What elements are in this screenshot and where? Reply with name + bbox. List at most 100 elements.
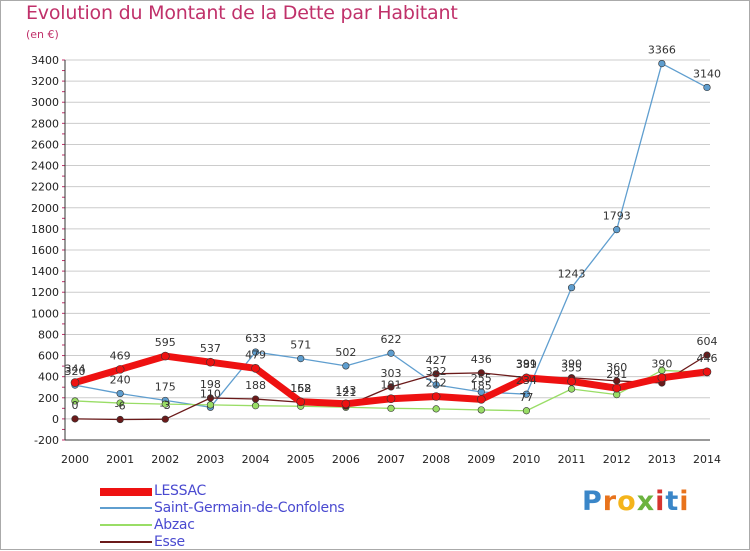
data-point-abzac[interactable] (432, 405, 440, 413)
data-label: 446 (697, 352, 718, 365)
x-tick-label: 2012 (603, 453, 631, 466)
data-point-esse[interactable] (251, 395, 260, 403)
data-label: 3366 (648, 44, 676, 57)
data-point-lessac[interactable] (251, 364, 260, 373)
data-point-abzac[interactable] (161, 400, 169, 408)
data-point-lessac[interactable] (160, 351, 170, 361)
data-label: 322 (426, 365, 447, 378)
data-point-abzac[interactable] (71, 397, 79, 405)
data-point-abzac[interactable] (116, 399, 124, 407)
data-label: 191 (381, 379, 402, 392)
data-point-saint-germain-de-confolens[interactable] (567, 284, 576, 292)
data-point-saint-germain-de-confolens[interactable] (613, 226, 621, 234)
y-tick-label: 400 (38, 371, 59, 384)
data-point-lessac[interactable] (296, 397, 306, 407)
data-point-esse[interactable] (71, 415, 79, 423)
data-label: 3140 (693, 67, 721, 80)
data-point-saint-germain-de-confolens[interactable] (251, 348, 260, 356)
data-label: 537 (200, 342, 221, 355)
data-point-lessac[interactable] (386, 394, 396, 404)
y-tick-label: -200 (34, 434, 59, 447)
data-label: 390 (561, 358, 582, 371)
chart-subtitle: (en €) (26, 28, 59, 41)
data-label: 291 (606, 368, 627, 381)
data-label: 162 (290, 382, 311, 395)
data-point-saint-germain-de-confolens[interactable] (432, 381, 440, 389)
data-point-abzac[interactable] (477, 406, 485, 414)
data-point-saint-germain-de-confolens[interactable] (297, 355, 305, 363)
data-label: 185 (471, 379, 492, 392)
x-tick-label: 2014 (693, 453, 721, 466)
data-point-lessac[interactable] (567, 377, 576, 386)
data-point-saint-germain-de-confolens[interactable] (387, 349, 395, 357)
data-point-saint-germain-de-confolens[interactable] (522, 390, 531, 398)
x-tick-label: 2013 (648, 453, 676, 466)
legend-swatch-abzac (100, 524, 152, 526)
x-tick-label: 2006 (332, 453, 360, 466)
y-tick-label: 1600 (31, 244, 59, 257)
logo-letter: i (679, 486, 690, 517)
data-point-abzac[interactable] (251, 402, 260, 410)
y-tick-label: 600 (38, 350, 59, 363)
data-point-lessac[interactable] (206, 357, 215, 367)
data-point-saint-germain-de-confolens[interactable] (342, 362, 350, 370)
data-point-abzac[interactable] (567, 385, 576, 393)
data-point-lessac[interactable] (115, 365, 125, 374)
data-point-lessac[interactable] (341, 399, 351, 409)
data-point-lessac[interactable] (431, 392, 441, 401)
data-point-esse[interactable] (161, 415, 169, 423)
data-label: 436 (471, 353, 492, 366)
y-tick-label: 2400 (31, 160, 59, 173)
data-point-lessac[interactable] (657, 373, 667, 383)
legend-swatch-lessac (100, 488, 152, 496)
data-point-lessac[interactable] (476, 395, 486, 404)
x-tick-label: 2003 (196, 453, 224, 466)
logo-letter: o (617, 486, 637, 517)
data-point-esse[interactable] (206, 394, 215, 402)
data-label: -3 (160, 399, 171, 412)
data-point-lessac[interactable] (612, 383, 622, 393)
data-point-esse[interactable] (477, 369, 485, 377)
series-lines (70, 59, 712, 424)
data-label: 158 (290, 382, 311, 395)
data-point-esse[interactable] (703, 351, 711, 359)
y-tick-label: 800 (38, 328, 59, 341)
data-label: -6 (115, 400, 126, 413)
proxiti-logo: Proxiti (582, 486, 690, 517)
y-tick-label: 0 (52, 413, 59, 426)
y-tick-label: 2000 (31, 202, 59, 215)
data-point-abzac[interactable] (206, 401, 215, 409)
legend-label-esse: Esse (154, 534, 185, 550)
data-point-saint-germain-de-confolens[interactable] (116, 389, 124, 398)
logo-letter: x (636, 486, 656, 517)
data-label: 355 (561, 361, 582, 374)
data-label: 0 (72, 399, 79, 412)
data-point-lessac[interactable] (522, 373, 531, 383)
x-tick-label: 2008 (422, 453, 450, 466)
y-tick-label: 1800 (31, 223, 59, 236)
data-point-lessac[interactable] (70, 378, 80, 387)
legend-label-abzac: Abzac (154, 517, 195, 533)
y-tick-label: 2800 (31, 117, 59, 130)
data-point-saint-germain-de-confolens[interactable] (658, 59, 666, 68)
data-point-lessac[interactable] (702, 367, 712, 377)
data-point-esse[interactable] (432, 370, 440, 378)
data-point-esse[interactable] (116, 415, 124, 424)
data-label: 143 (335, 384, 356, 397)
y-tick-label: 2600 (31, 138, 59, 151)
data-label: 360 (606, 361, 627, 374)
x-tick-label: 2002 (151, 453, 179, 466)
y-tick-label: 200 (38, 392, 59, 405)
data-point-saint-germain-de-confolens[interactable] (703, 83, 711, 92)
legend-swatch-esse (100, 541, 152, 543)
data-label: 622 (381, 333, 402, 346)
axes: -200 0 200 400 600 800 1000 1200 1400 1600 1800 200… (31, 54, 721, 466)
data-point-esse[interactable] (387, 383, 395, 391)
legend-swatch-saint-germain (100, 507, 152, 509)
data-point-abzac[interactable] (522, 407, 531, 415)
data-label: 212 (426, 377, 447, 390)
data-point-abzac[interactable] (387, 404, 395, 412)
logo-letter: r (602, 486, 618, 517)
